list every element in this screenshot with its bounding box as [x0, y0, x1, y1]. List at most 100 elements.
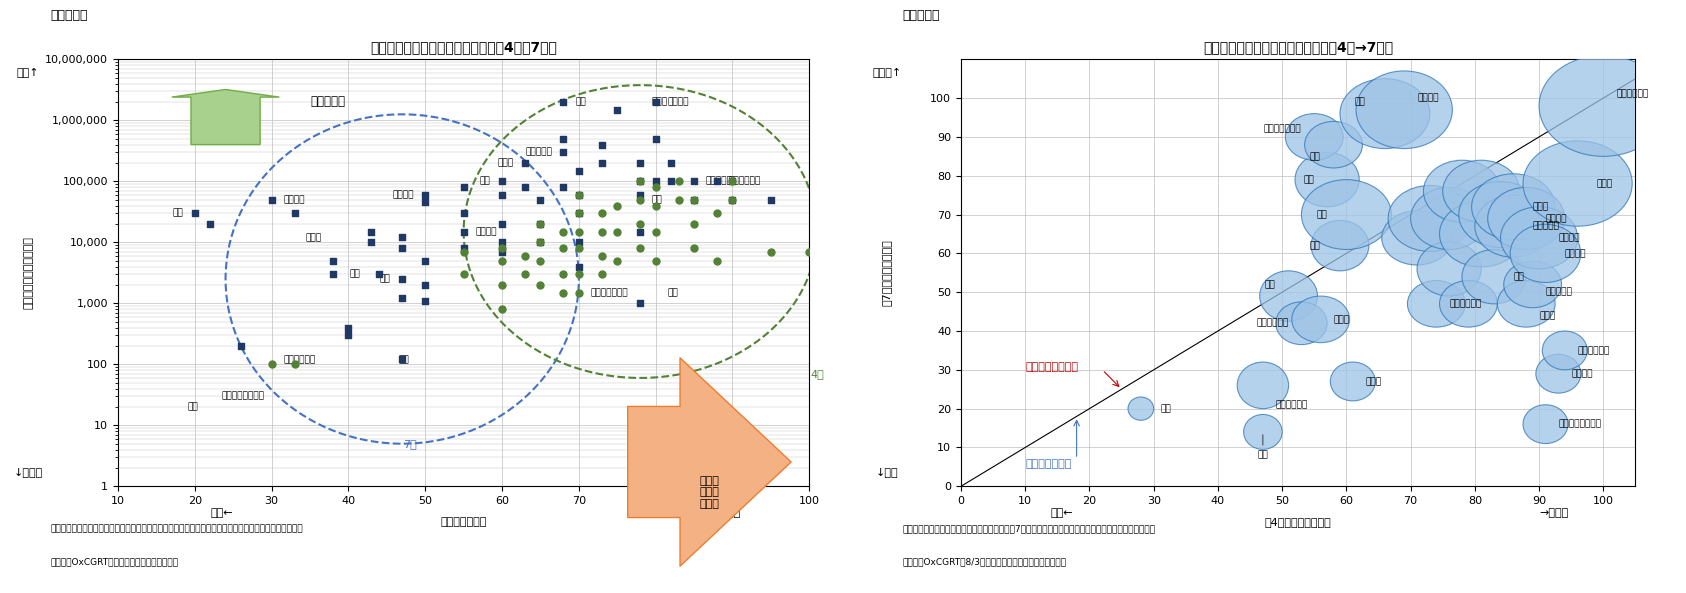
- Ellipse shape: [1458, 181, 1543, 247]
- Point: [411, 256, 438, 266]
- Point: [642, 177, 669, 186]
- Text: フランス: フランス: [283, 195, 305, 204]
- Point: [588, 269, 615, 279]
- Point: [511, 269, 538, 279]
- Text: コロンビア: コロンビア: [706, 177, 732, 186]
- Point: [411, 190, 438, 200]
- Text: 英国: 英国: [1303, 175, 1315, 184]
- Point: [450, 244, 477, 253]
- Text: 香港: 香港: [1310, 241, 1320, 250]
- Point: [565, 227, 592, 236]
- Point: [604, 227, 631, 236]
- Text: ドイツ: ドイツ: [1334, 315, 1350, 324]
- Point: [489, 238, 516, 247]
- Text: （図表５）: （図表５）: [902, 9, 939, 22]
- Text: ニュージーランド: ニュージーランド: [223, 391, 265, 401]
- Point: [703, 256, 730, 266]
- Ellipse shape: [1440, 201, 1522, 267]
- Ellipse shape: [1291, 296, 1349, 343]
- Ellipse shape: [1295, 152, 1359, 207]
- Text: 韓国: 韓国: [1264, 280, 1276, 289]
- Point: [389, 294, 416, 303]
- Text: 韓国: 韓国: [349, 270, 361, 279]
- Text: （月間感染者数の増加）: （月間感染者数の増加）: [24, 237, 34, 309]
- Point: [703, 208, 730, 218]
- Text: ブラジル: ブラジル: [1416, 94, 1438, 103]
- Point: [550, 97, 577, 107]
- Point: [565, 262, 592, 272]
- Point: [489, 280, 516, 289]
- Point: [389, 244, 416, 253]
- Ellipse shape: [1305, 122, 1362, 168]
- Point: [550, 183, 577, 192]
- Text: →厳しい: →厳しい: [1539, 508, 1570, 518]
- Point: [642, 227, 669, 236]
- Text: フィンランド: フィンランド: [283, 355, 315, 364]
- Ellipse shape: [1340, 79, 1430, 149]
- Point: [588, 251, 615, 260]
- Ellipse shape: [1383, 211, 1452, 265]
- Point: [604, 201, 631, 211]
- FancyArrow shape: [172, 90, 280, 145]
- Point: [565, 288, 592, 297]
- Point: [282, 359, 309, 369]
- Text: フィンランド: フィンランド: [1256, 319, 1288, 328]
- Text: チリ: チリ: [1356, 97, 1366, 107]
- Point: [627, 244, 654, 253]
- Text: スペイン: スペイン: [1558, 234, 1580, 243]
- Point: [681, 219, 708, 229]
- Point: [258, 359, 285, 369]
- Point: [565, 244, 592, 253]
- Point: [565, 238, 592, 247]
- Point: [550, 227, 577, 236]
- Point: [550, 134, 577, 144]
- Ellipse shape: [1522, 141, 1632, 226]
- Point: [642, 97, 669, 107]
- Point: [565, 269, 592, 279]
- Ellipse shape: [1259, 271, 1317, 321]
- Text: ニュージーランド: ニュージーランド: [1558, 420, 1602, 429]
- Point: [666, 195, 693, 205]
- Point: [197, 219, 224, 229]
- Text: 緩い←: 緩い←: [211, 508, 233, 518]
- Text: 多い↑: 多い↑: [17, 68, 39, 78]
- Ellipse shape: [1511, 224, 1581, 282]
- Ellipse shape: [1462, 250, 1526, 304]
- Point: [357, 227, 384, 236]
- Ellipse shape: [1440, 280, 1497, 327]
- Point: [489, 219, 516, 229]
- Ellipse shape: [1539, 55, 1667, 157]
- Text: （注）厳格度指数は各月の平均。円の大きさは7月の新規感染者数規模（対数）。国名は一部のみ表示。: （注）厳格度指数は各月の平均。円の大きさは7月の新規感染者数規模（対数）。国名は…: [902, 525, 1155, 534]
- Text: スイス: スイス: [1539, 311, 1554, 320]
- Point: [336, 330, 362, 340]
- Point: [604, 256, 631, 266]
- Point: [757, 195, 784, 205]
- Ellipse shape: [1443, 160, 1519, 222]
- Point: [528, 256, 555, 266]
- Title: 各国政府の封じ込め政策の厳しさ（4月・7月）: 各国政府の封じ込め政策の厳しさ（4月・7月）: [371, 40, 556, 54]
- Point: [718, 177, 745, 186]
- Text: スウェーデン: スウェーデン: [1276, 400, 1308, 409]
- Text: チリ: チリ: [652, 195, 663, 204]
- Point: [528, 280, 555, 289]
- Text: （注）厳格度指数は各月の平均、感染者数の増加は累積感染者数の差分から計算。国名は一部のみ表示。: （注）厳格度指数は各月の平均、感染者数の増加は累積感染者数の差分から計算。国名は…: [51, 525, 303, 534]
- Text: 英国: 英国: [481, 177, 491, 186]
- Text: 日本: 日本: [1258, 435, 1268, 460]
- Point: [450, 183, 477, 192]
- Point: [411, 280, 438, 289]
- Text: （資料）OxCGRT（8/3取得）、ジョンズ・ホプキンズ大学: （資料）OxCGRT（8/3取得）、ジョンズ・ホプキンズ大学: [902, 557, 1066, 566]
- Text: 米国: 米国: [575, 97, 585, 106]
- Text: 7月: 7月: [403, 439, 416, 449]
- Ellipse shape: [1501, 207, 1578, 269]
- Point: [588, 208, 615, 218]
- Point: [718, 195, 745, 205]
- Point: [528, 219, 555, 229]
- Text: タイ: タイ: [398, 355, 410, 364]
- Ellipse shape: [1416, 242, 1482, 296]
- Text: ドイツ: ドイツ: [305, 233, 322, 242]
- Point: [588, 227, 615, 236]
- Point: [366, 269, 393, 279]
- Point: [718, 177, 745, 186]
- Text: ノルウェー: ノルウェー: [1546, 288, 1573, 296]
- Point: [228, 341, 255, 350]
